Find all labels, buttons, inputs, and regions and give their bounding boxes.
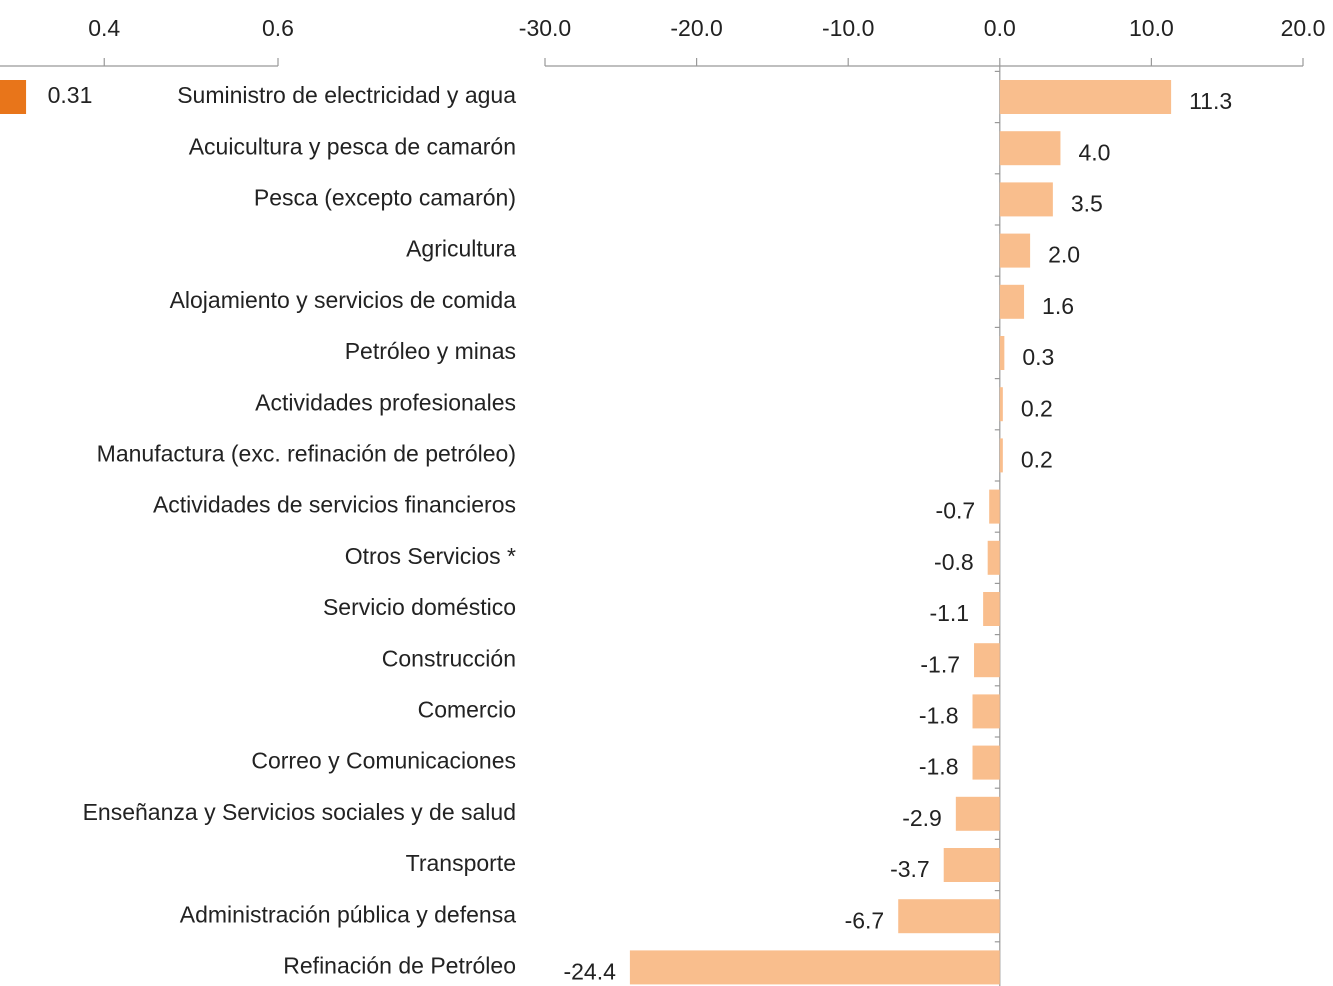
value-label: -3.7 bbox=[890, 856, 930, 882]
category-label: Actividades profesionales bbox=[255, 389, 516, 415]
category-label: Transporte bbox=[406, 850, 516, 876]
bar bbox=[898, 899, 1000, 933]
x-tick-label: 0.4 bbox=[88, 15, 120, 41]
x-tick-label: -20.0 bbox=[670, 15, 722, 41]
value-label: -0.7 bbox=[936, 498, 976, 524]
bar bbox=[973, 746, 1000, 780]
bar bbox=[630, 950, 1000, 984]
category-label: Actividades de servicios financieros bbox=[153, 492, 516, 518]
value-label: -1.8 bbox=[919, 754, 959, 780]
chart: 0.4 0.6 0.31 -30.0 -20.0 -10.0 0.0 10.0 20.0 Sumi… bbox=[0, 0, 1333, 986]
value-label: -24.4 bbox=[563, 958, 616, 984]
value-label: -2.9 bbox=[902, 805, 942, 831]
value-label: -1.1 bbox=[929, 600, 969, 626]
value-label: 3.5 bbox=[1071, 190, 1103, 216]
bar bbox=[973, 694, 1000, 728]
category-label: Manufactura (exc. refinación de petróleo… bbox=[97, 440, 516, 466]
x-tick-label: -10.0 bbox=[822, 15, 874, 41]
value-label: -1.8 bbox=[919, 702, 959, 728]
value-label: 0.2 bbox=[1021, 395, 1053, 421]
bar bbox=[974, 643, 1000, 677]
value-label: 4.0 bbox=[1078, 139, 1110, 165]
value-label: 0.3 bbox=[1022, 344, 1054, 370]
x-tick-label: 0.6 bbox=[262, 15, 294, 41]
bar bbox=[0, 80, 26, 114]
bar bbox=[1000, 285, 1024, 319]
bar bbox=[944, 848, 1000, 882]
category-label: Correo y Comunicaciones bbox=[251, 748, 516, 774]
bar bbox=[989, 490, 1000, 524]
bar bbox=[1000, 131, 1061, 165]
page: 0.4 0.6 0.31 -30.0 -20.0 -10.0 0.0 10.0 20.0 Sumi… bbox=[0, 0, 1333, 986]
category-label: Otros Servicios * bbox=[345, 543, 516, 569]
category-label: Administración pública y defensa bbox=[180, 901, 516, 927]
category-label: Pesca (excepto camarón) bbox=[254, 184, 516, 210]
value-label: 0.31 bbox=[48, 82, 93, 108]
category-label: Servicio doméstico bbox=[323, 594, 516, 620]
value-label: 11.3 bbox=[1189, 88, 1232, 114]
value-label: 1.6 bbox=[1042, 293, 1074, 319]
bar bbox=[983, 592, 1000, 626]
value-label: 2.0 bbox=[1048, 242, 1080, 268]
category-label: Acuicultura y pesca de camarón bbox=[189, 133, 516, 159]
x-tick-label: 20.0 bbox=[1281, 15, 1326, 41]
category-label: Comercio bbox=[418, 696, 516, 722]
x-tick-label: 10.0 bbox=[1129, 15, 1174, 41]
value-label: -1.7 bbox=[920, 651, 960, 677]
bar bbox=[1000, 438, 1003, 472]
x-tick-label: 0.0 bbox=[984, 15, 1016, 41]
bar bbox=[956, 797, 1000, 831]
bar bbox=[1000, 387, 1003, 421]
category-label: Petróleo y minas bbox=[345, 338, 516, 364]
category-label: Agricultura bbox=[406, 236, 516, 262]
category-label: Enseñanza y Servicios sociales y de salu… bbox=[83, 799, 516, 825]
bar bbox=[1000, 234, 1030, 268]
bar bbox=[988, 541, 1000, 575]
x-tick-label: -30.0 bbox=[519, 15, 571, 41]
value-label: 0.2 bbox=[1021, 446, 1053, 472]
value-label: -0.8 bbox=[934, 549, 974, 575]
category-label: Alojamiento y servicios de comida bbox=[170, 287, 517, 313]
category-label: Refinación de Petróleo bbox=[283, 952, 516, 978]
category-label: Suministro de electricidad y agua bbox=[177, 82, 516, 108]
category-label: Construcción bbox=[382, 645, 516, 671]
bar bbox=[1000, 80, 1171, 114]
bar bbox=[1000, 182, 1053, 216]
value-label: -6.7 bbox=[845, 907, 885, 933]
bar bbox=[1000, 336, 1005, 370]
